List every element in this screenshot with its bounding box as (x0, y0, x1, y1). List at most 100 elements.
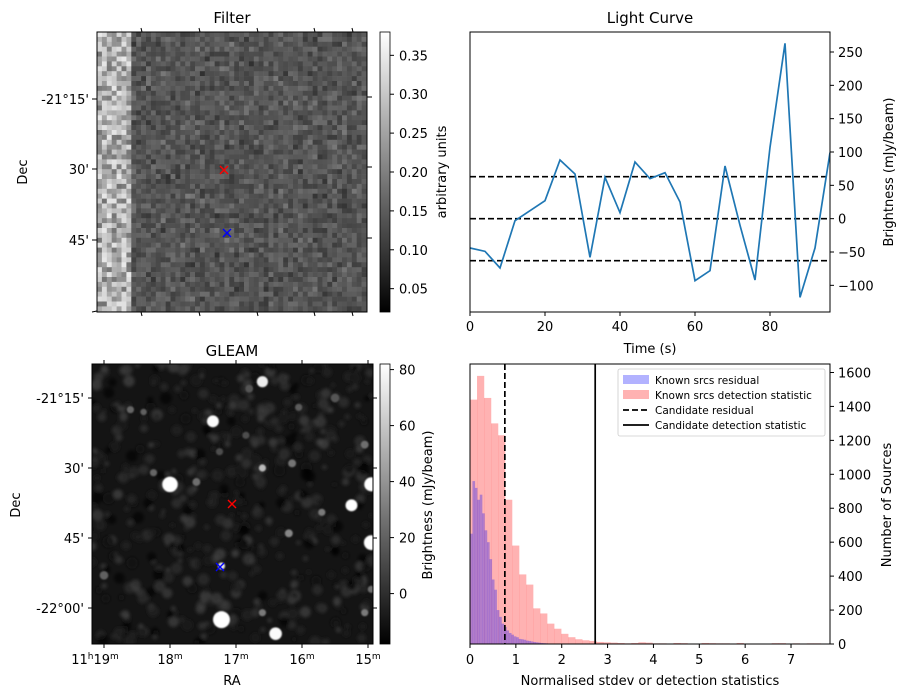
light-curve-title: Light Curve (607, 9, 693, 27)
legend-label: Candidate residual (655, 405, 754, 417)
residual-bar (513, 636, 517, 644)
residual-bar (482, 513, 485, 644)
gleam-source (256, 376, 268, 388)
light-curve-y-tick-label: 150 (838, 113, 863, 128)
filter-colorbar-ticks: 0.05 0.10 0.15 0.20 0.25 0.30 0.35 (390, 49, 428, 298)
histogram-x-label: Normalised stdev or detection statistics (521, 674, 780, 689)
legend-label: Known srcs residual (655, 375, 759, 387)
gleam-candidate-marker (227, 499, 237, 509)
gleam-colorbar (379, 363, 391, 645)
detection-statistic-bar (617, 642, 625, 644)
detection-statistic-bar (533, 608, 541, 644)
filter-top-tick (140, 27, 143, 33)
detection-statistic-bar (582, 640, 590, 644)
detection-statistic-bar (540, 613, 548, 644)
detection-statistic-bar (505, 499, 513, 644)
light-curve-x-tick-label: 0 (466, 320, 474, 335)
histogram-y-tick-label: 0 (838, 638, 846, 653)
light-curve-y-label: Brightness (mJy/beam) (882, 98, 897, 247)
light-curve-line (470, 43, 830, 298)
filter-bottom-tick (140, 311, 143, 317)
residual-bar (511, 634, 514, 644)
filter-y-tick-label: 45' (69, 234, 89, 249)
gleam-source (318, 508, 326, 516)
gleam-title: GLEAM (206, 342, 259, 360)
gleam-x-tick-label: 17m (223, 652, 248, 668)
light-curve-y-tick-label: 100 (838, 146, 863, 161)
residual-bar (518, 638, 522, 644)
filter-image (97, 32, 367, 312)
histogram-x-tick-label: 4 (649, 653, 657, 668)
detection-statistic-bar (631, 642, 639, 644)
histogram-x-tick-label: 5 (695, 653, 703, 668)
light-curve-y-tick-label: −100 (838, 279, 874, 294)
histogram-frame (469, 363, 831, 645)
histogram-y-tick-label: 600 (838, 536, 863, 551)
light-curve-frame (469, 31, 831, 313)
gleam-y-tick-label: 45' (64, 532, 84, 547)
gleam-x-tick-label: 16m (289, 652, 314, 668)
light-curve-x-tick-label: 40 (612, 320, 629, 335)
histogram-y-tick-label: 200 (838, 604, 863, 619)
gleam-source (192, 478, 201, 486)
histogram-y-tick-label: 1000 (838, 468, 871, 483)
residual-bar (540, 642, 544, 644)
gleam-x-tick-label: 15m (355, 652, 380, 668)
gleam-colorbar-label: Brightness (mJy/beam) (421, 431, 436, 580)
detection-statistic-bar (498, 435, 506, 644)
legend-entry: Known srcs residual (623, 375, 759, 387)
detection-statistic-bar (477, 375, 485, 644)
histogram-y-tick-label: 1200 (838, 434, 871, 449)
gleam-source (360, 440, 369, 449)
residual-bar (521, 639, 524, 644)
gleam-known-source-marker (215, 562, 225, 572)
detection-statistic-bar (526, 584, 534, 644)
detection-statistic-bar (554, 628, 562, 644)
legend-label: Known srcs detection statistic (655, 390, 812, 402)
histogram-x-axis: 0 1 2 3 4 5 6 7 (466, 644, 795, 668)
residual-bar (489, 559, 493, 644)
light-curve-panel: Light Curve 0 20 40 60 80 −100 −50 0 50 100 150 20… (466, 9, 897, 357)
filter-title: Filter (213, 9, 251, 27)
filter-top-tick (351, 27, 354, 33)
gleam-source (126, 406, 134, 414)
gleam-source (242, 431, 250, 439)
residual-bar (516, 637, 519, 644)
filter-top-tick (256, 27, 259, 33)
residual-bar (491, 579, 495, 644)
detection-statistic-bar (610, 642, 618, 644)
legend-swatch (623, 390, 649, 399)
residual-bar (535, 642, 539, 644)
filter-candidate-marker (219, 165, 229, 175)
residual-bar (494, 589, 497, 644)
filter-y-axis: -21°15' 30' 45' (41, 93, 372, 313)
histogram-candidate-lines (504, 364, 597, 644)
legend-label: Candidate detection statistic (655, 420, 807, 432)
residual-bar (525, 640, 529, 644)
light-curve-y-tick-label: 200 (838, 79, 863, 94)
legend-frame (617, 368, 826, 437)
gleam-y-tick-label: 30' (64, 462, 84, 477)
light-curve-threshold-lines (470, 175, 830, 262)
gleam-source (215, 448, 224, 456)
gleam-source (288, 459, 297, 468)
histogram-y-tick-label: 1400 (838, 400, 871, 415)
residual-bar (528, 640, 531, 644)
light-curve-y-tick-label: −50 (838, 246, 865, 261)
detection-statistic-bar (673, 642, 681, 644)
residual-bar (501, 623, 505, 644)
histogram-y-label: Number of Sources (880, 443, 895, 568)
histogram-x-tick-label: 6 (741, 653, 749, 668)
gleam-y-tick-label: -21°15' (36, 392, 84, 407)
residual-bar (474, 487, 478, 644)
light-curve-x-tick-label: 20 (537, 320, 554, 335)
residual-bar (479, 494, 483, 644)
gleam-colorbar-ticks: 0 20 40 60 80 (390, 364, 416, 603)
gleam-source (140, 408, 147, 416)
filter-bottom-tick (198, 311, 201, 317)
residual-bar (487, 542, 490, 644)
gleam-source (269, 627, 282, 640)
detection-statistic-bar (519, 574, 527, 644)
legend-swatch (623, 375, 649, 384)
detection-statistic-bar (561, 633, 569, 644)
